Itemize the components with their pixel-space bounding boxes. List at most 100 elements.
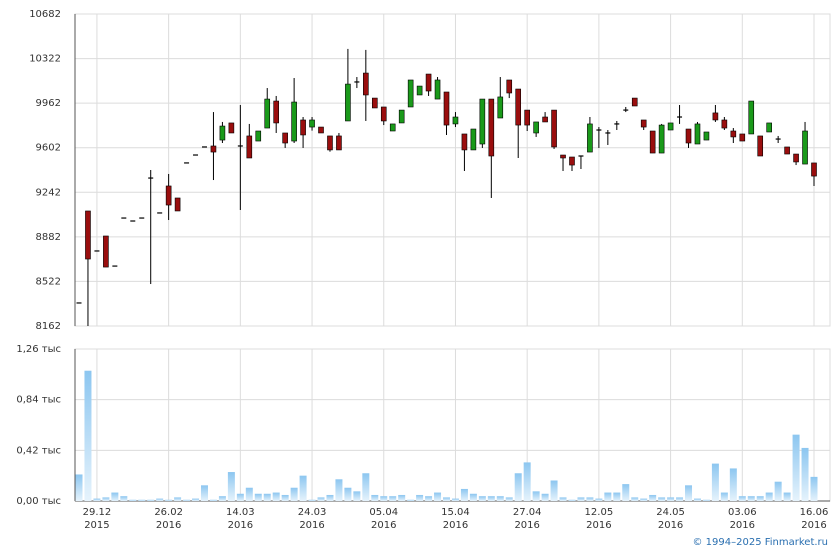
volume-bar: [783, 492, 791, 501]
y2-tick-label: 1,26 тыс: [16, 344, 61, 355]
x-tick-label: 03.06: [728, 507, 757, 518]
volume-bar: [586, 497, 594, 501]
volume-bar: [649, 494, 657, 501]
candle-body: [309, 119, 315, 128]
y-tick-label: 9962: [36, 98, 61, 109]
x-tick-label: 2016: [730, 520, 755, 531]
y2-tick-label: 0,84 тыс: [16, 395, 61, 406]
volume-bar: [550, 480, 558, 501]
volume-bar: [183, 499, 191, 501]
candle-body: [174, 197, 181, 212]
candle-body: [103, 235, 109, 268]
volume-bar: [335, 479, 343, 501]
copyright[interactable]: © 1994–2025 Finmarket.ru: [692, 537, 828, 548]
candle-body: [470, 128, 477, 151]
candle-body: [425, 73, 432, 92]
candle-body: [488, 98, 495, 157]
x-tick-label: 05.04: [369, 507, 398, 518]
volume-bar: [595, 498, 603, 501]
volume-bar: [138, 499, 146, 501]
candle-body: [246, 135, 253, 159]
x-tick-label: 2016: [586, 520, 611, 531]
x-tick-label: 12.05: [585, 507, 614, 518]
volume-bar: [129, 499, 137, 501]
volume-bar: [192, 498, 200, 501]
volume-bar: [245, 487, 253, 501]
volume-bar: [389, 496, 397, 501]
candle-body: [479, 98, 486, 145]
candle-body: [569, 156, 575, 166]
y-tick-label: 10322: [29, 54, 61, 65]
candle-body: [551, 109, 557, 148]
x-tick-label: 2016: [156, 520, 181, 531]
y-tick-label: 9602: [36, 143, 61, 154]
volume-bar: [622, 484, 630, 501]
price-frame: [74, 13, 831, 327]
candle-body: [282, 132, 288, 144]
volume-bar: [568, 499, 576, 501]
volume-bar: [416, 494, 424, 501]
candle-body: [389, 123, 396, 132]
x-tick-label: 2016: [371, 520, 396, 531]
candle-body: [658, 124, 665, 154]
volume-bar: [541, 493, 549, 501]
volume-bar: [344, 487, 352, 501]
candle-body: [524, 109, 530, 126]
candle-body: [757, 135, 764, 157]
volume-bar: [738, 496, 746, 501]
candle-body: [398, 109, 405, 124]
volume-bar: [478, 496, 486, 501]
candle-body: [219, 125, 226, 141]
volume-bar: [658, 497, 666, 501]
candle-body: [165, 185, 172, 206]
x-tick-label: 2016: [514, 520, 539, 531]
y-tick-label: 10682: [29, 9, 61, 20]
candle-body: [506, 79, 513, 94]
volume-bar: [801, 447, 809, 501]
candle-body: [560, 154, 566, 159]
volume-bar: [631, 497, 639, 501]
volume-bar: [102, 497, 110, 501]
candle-body: [380, 106, 387, 122]
volume-bar: [443, 497, 450, 501]
candle-body: [371, 97, 378, 109]
x-tick-label: 27.04: [513, 507, 542, 518]
volume-bar: [765, 492, 773, 501]
volume-bar: [711, 463, 719, 501]
candle-body: [443, 91, 450, 126]
volume-bar: [299, 475, 307, 501]
x-tick-label: 14.03: [226, 507, 255, 518]
volume-bar: [702, 499, 710, 501]
candle-body: [802, 130, 808, 165]
candle-body: [85, 210, 91, 260]
candle-body: [273, 100, 279, 124]
candle-body: [640, 119, 647, 128]
volume-bar: [756, 496, 764, 501]
volume-bar: [425, 496, 433, 501]
volume-bar: [308, 499, 316, 501]
volume-bar: [227, 472, 235, 501]
x-tick-label: 2016: [228, 520, 253, 531]
x-tick-label: 24.05: [656, 507, 685, 518]
volume-bar: [774, 481, 782, 501]
volume-bar: [685, 485, 693, 501]
volume-bar: [729, 468, 737, 501]
candle-body: [461, 133, 468, 151]
candle-body: [210, 145, 217, 153]
x-tick-label: 2016: [299, 520, 324, 531]
candle-body: [434, 79, 441, 100]
volume-bar: [362, 473, 370, 501]
x-tick-label: 2016: [443, 520, 468, 531]
volume-bar: [218, 496, 226, 501]
candle-body: [685, 128, 692, 144]
volume-bar: [236, 493, 244, 501]
candle-body: [587, 123, 593, 153]
volume-bar: [75, 474, 83, 501]
candle-body: [255, 130, 262, 142]
candle-body: [811, 162, 817, 177]
volume-bar: [667, 497, 675, 501]
candle-body: [784, 146, 790, 155]
candle-body: [649, 130, 656, 154]
volume-bar: [111, 492, 119, 501]
